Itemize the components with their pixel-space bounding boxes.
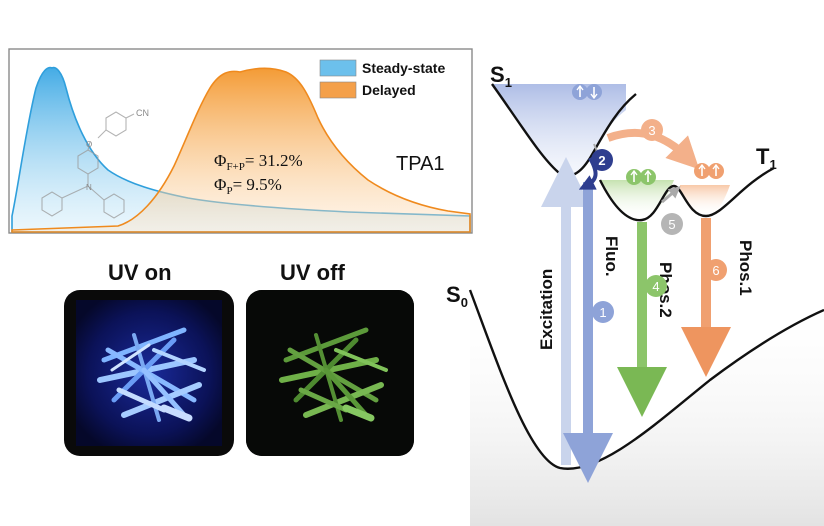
emission-spectrum-svg: O N CN Steady-state Delayed ΦF+P= 31.2% … — [8, 48, 473, 234]
legend-label-delayed: Delayed — [362, 82, 416, 98]
svg-text:5: 5 — [668, 217, 675, 232]
s0-potential-fill — [470, 290, 824, 526]
spin-pair-triplet-orange-icon — [694, 163, 724, 179]
excitation-label: Excitation — [537, 269, 556, 350]
spectrum-legend: Steady-state Delayed — [319, 59, 445, 99]
legend-swatch-delayed — [319, 81, 357, 99]
energy-diagram-panel: S1 T1 S0 Excitation Fluo. Phos.2 Phos.1 … — [430, 40, 824, 526]
t1-state-label: T1 — [756, 144, 777, 172]
energy-diagram-svg: S1 T1 S0 Excitation Fluo. Phos.2 Phos.1 … — [446, 62, 824, 526]
delayed-curve — [11, 67, 471, 233]
spin-pair-triplet-green-icon — [626, 169, 656, 185]
compound-label: TPA1 — [396, 153, 445, 175]
svg-text:6: 6 — [712, 263, 719, 278]
s1-state-label: S1 — [490, 62, 512, 90]
s0-state-label: S0 — [446, 282, 468, 310]
photo-uv-on — [64, 290, 234, 456]
svg-text:4: 4 — [652, 279, 659, 294]
step-badge-5: 5 — [661, 213, 683, 235]
molecule-atom-o: O — [86, 140, 92, 149]
legend-label-steady-state: Steady-state — [362, 60, 445, 76]
t1-potential-curve — [598, 166, 775, 222]
quantum-yield-fp: ΦF+P= 31.2% — [214, 151, 303, 173]
step-badge-6: 6 — [705, 259, 727, 281]
emission-spectrum-panel: O N CN Steady-state Delayed ΦF+P= 31.2% … — [8, 48, 473, 234]
quantum-yield-p: ΦP= 9.5% — [214, 175, 282, 197]
uv-on-label: UV on — [108, 260, 172, 285]
svg-text:1: 1 — [599, 305, 606, 320]
rise-arrow-5 — [661, 186, 681, 204]
t1-well-orange-fill — [680, 185, 730, 216]
step-badge-4: 4 — [645, 275, 667, 297]
photo-uv-off — [246, 290, 414, 456]
spin-pair-singlet-icon — [572, 84, 602, 100]
step-badge-1: 1 — [592, 301, 614, 323]
step-badge-3: 3 — [641, 119, 663, 141]
crystals-uv-on-image — [76, 300, 222, 446]
molecule-atom-n: N — [86, 183, 92, 192]
svg-text:2: 2 — [598, 153, 605, 168]
step-badge-2: 2 — [591, 149, 613, 171]
phosphorescence-1-label: Phos.1 — [736, 240, 755, 296]
molecule-substituent-cn: CN — [136, 108, 149, 118]
crystals-uv-off-image — [246, 290, 414, 456]
legend-swatch-steady-state — [319, 59, 357, 77]
fluorescence-label: Fluo. — [602, 236, 621, 277]
uv-off-label: UV off — [280, 260, 345, 285]
s0-potential-curve — [468, 289, 824, 470]
svg-text:3: 3 — [648, 123, 655, 138]
tpa1-molecule-structure — [41, 111, 135, 219]
